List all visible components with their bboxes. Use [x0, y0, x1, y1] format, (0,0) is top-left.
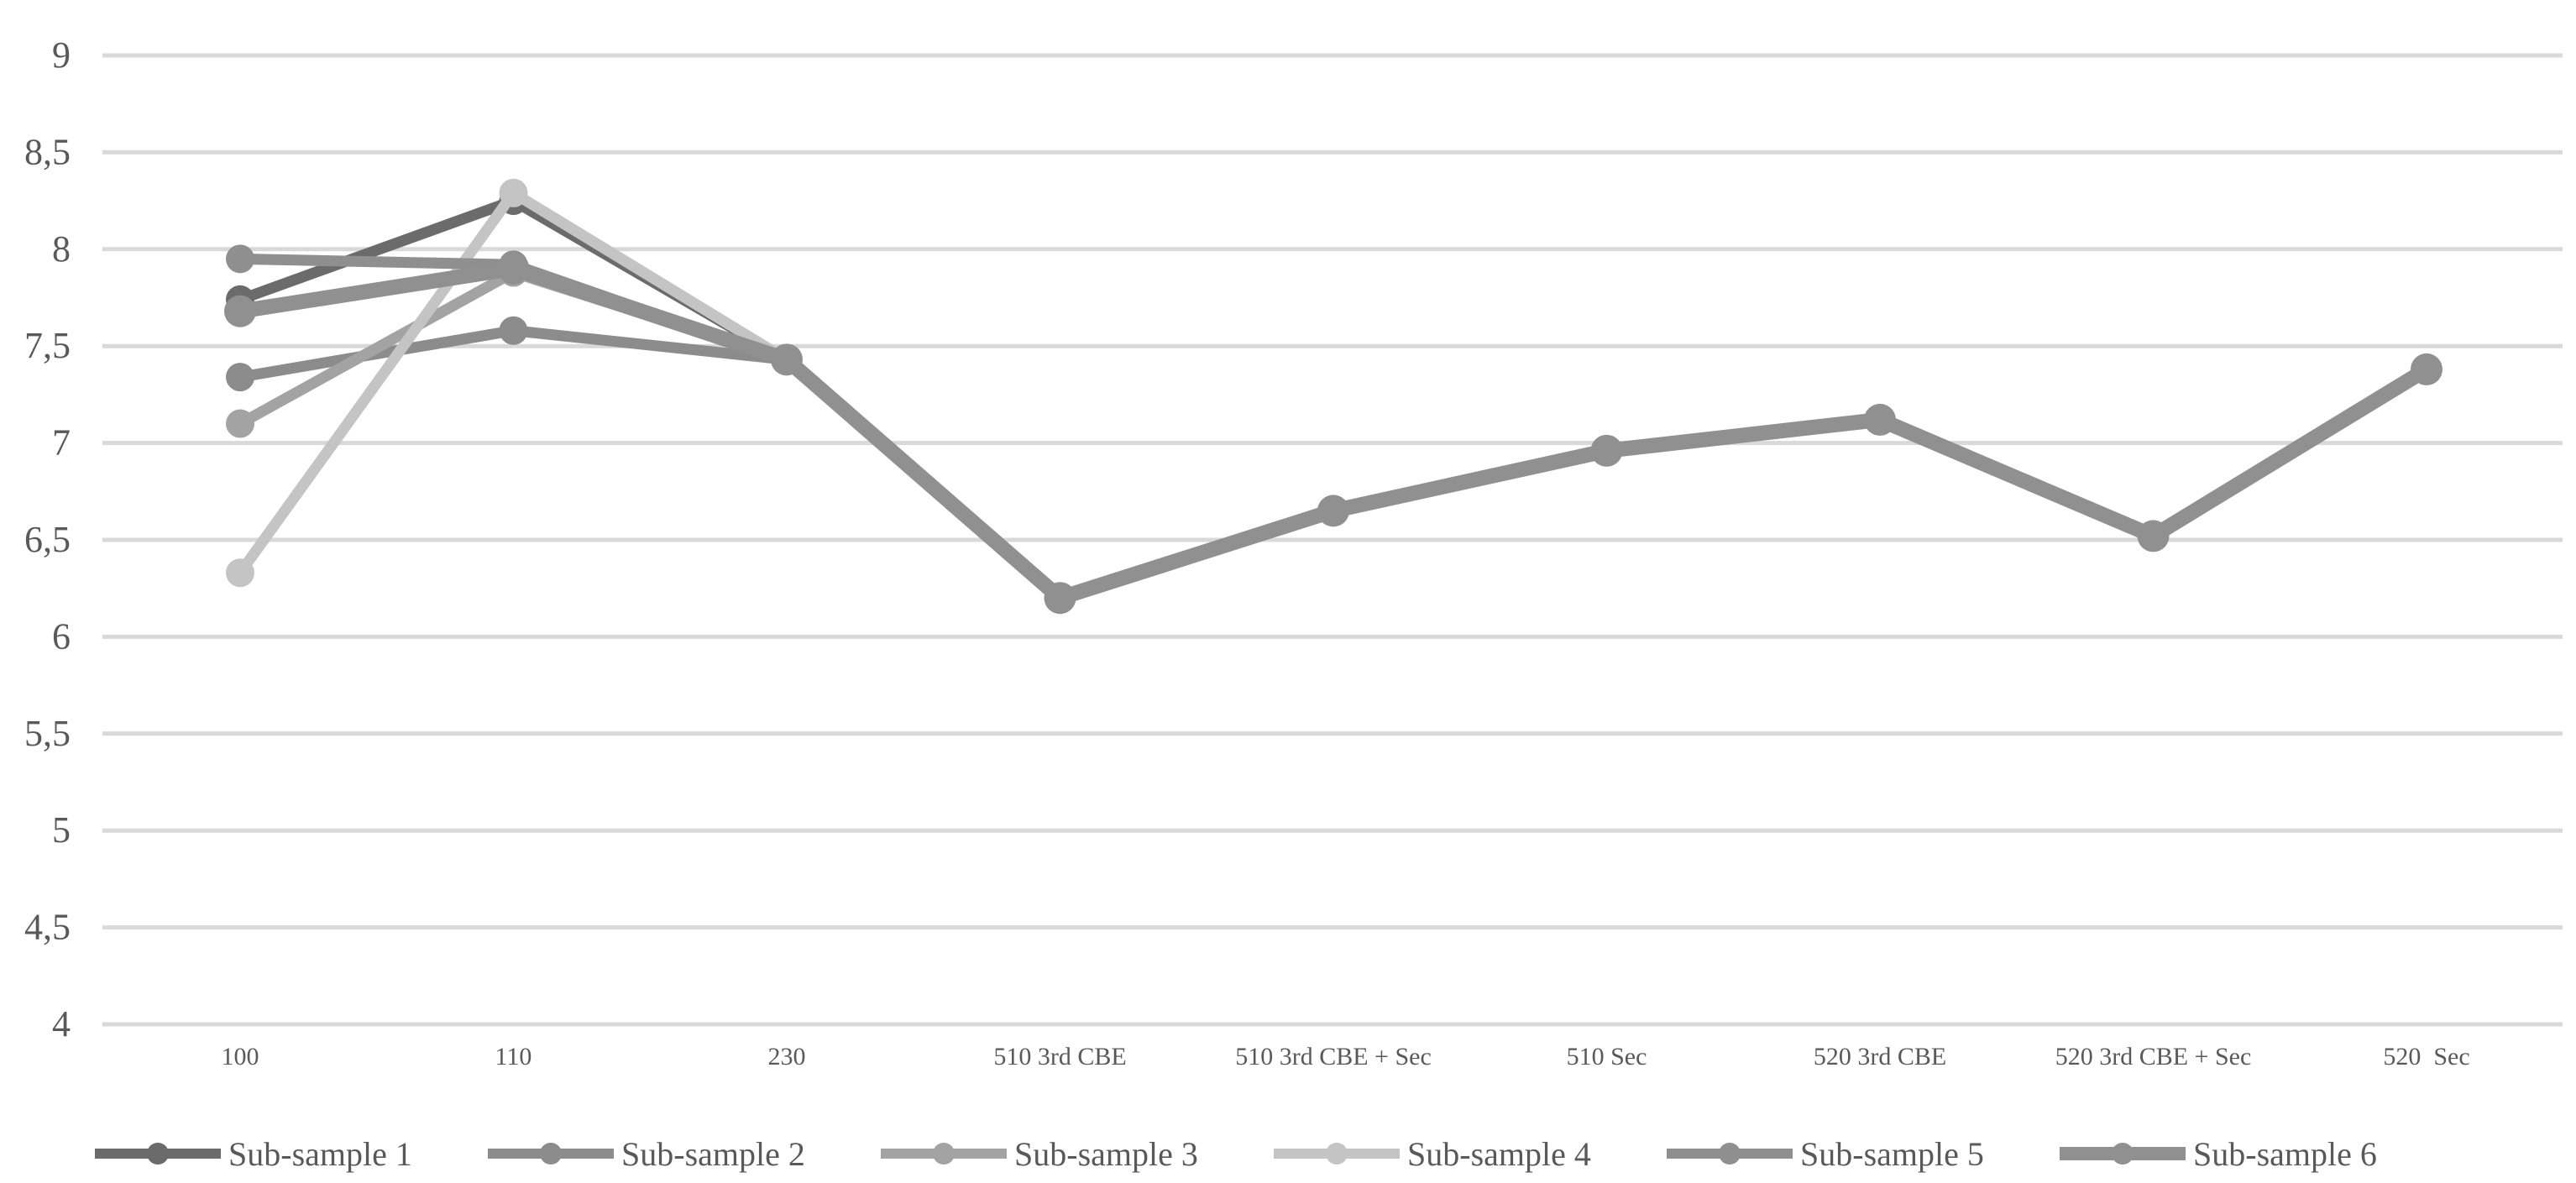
y-tick-label: 7	[52, 422, 71, 463]
data-point	[499, 178, 528, 207]
legend-item: Sub-sample 4	[1274, 1135, 1591, 1173]
data-point	[1317, 495, 1349, 527]
y-tick-label: 5,5	[24, 713, 71, 754]
y-tick-label: 6,5	[24, 519, 71, 560]
data-point	[226, 363, 254, 392]
legend-label: Sub-sample 1	[228, 1135, 412, 1173]
legend-item: Sub-sample 1	[95, 1135, 412, 1173]
legend-item: Sub-sample 3	[881, 1135, 1198, 1173]
legend-swatch-marker	[540, 1143, 562, 1165]
data-point	[2137, 520, 2170, 552]
legend-swatch-marker	[147, 1143, 169, 1165]
data-point	[1044, 582, 1076, 615]
y-tick-label: 7,5	[24, 325, 71, 366]
data-point	[226, 409, 254, 438]
legend-label: Sub-sample 3	[1014, 1135, 1198, 1173]
x-tick-label: 100	[222, 1043, 259, 1070]
legend-label: Sub-sample 4	[1407, 1135, 1591, 1173]
x-tick-label: 520 Sec	[2383, 1043, 2469, 1070]
legend-item: Sub-sample 6	[2060, 1135, 2377, 1173]
legend-label: Sub-sample 2	[621, 1135, 805, 1173]
y-axis-tick-labels: 9 8,5 8 7,5 7 6,5 6 5,5 5 4,5 4	[24, 34, 71, 1044]
x-axis-tick-labels: 100 110 230 510 3rd CBE 510 3rd CBE + Sec 510…	[222, 1043, 2470, 1070]
legend-item: Sub-sample 5	[1667, 1135, 1984, 1173]
data-point	[1864, 403, 1896, 436]
data-point	[771, 343, 803, 376]
data-point	[224, 295, 256, 327]
y-tick-label: 8,5	[24, 131, 71, 172]
x-tick-label: 520 3rd CBE + Sec	[2055, 1043, 2252, 1070]
y-tick-label: 4	[52, 1003, 71, 1044]
grid-lines	[102, 53, 2563, 1027]
series-lines	[224, 178, 2442, 615]
legend-swatch-marker	[933, 1143, 955, 1165]
legend-label: Sub-sample 6	[2193, 1135, 2377, 1173]
data-point	[497, 252, 530, 285]
data-point	[226, 558, 254, 588]
series-line	[233, 260, 2434, 606]
legend-item: Sub-sample 2	[488, 1135, 805, 1173]
y-tick-label: 9	[52, 34, 71, 76]
x-tick-label: 520 3rd CBE	[1814, 1043, 1946, 1070]
x-tick-label: 110	[495, 1043, 532, 1070]
data-point	[1590, 434, 1623, 467]
data-point	[226, 244, 254, 274]
y-tick-label: 4,5	[24, 907, 71, 948]
x-tick-label: 510 Sec	[1567, 1043, 1647, 1070]
legend-swatch-marker	[1719, 1143, 1741, 1165]
legend-swatch-marker	[1326, 1143, 1348, 1165]
y-tick-label: 5	[52, 809, 71, 851]
data-point	[2411, 353, 2442, 385]
y-tick-label: 8	[52, 228, 71, 270]
x-tick-label: 510 3rd CBE	[993, 1043, 1126, 1070]
series-6	[224, 252, 2442, 615]
legend-swatch-marker	[2112, 1143, 2134, 1165]
data-point	[499, 316, 528, 345]
x-tick-label: 510 3rd CBE + Sec	[1235, 1043, 1432, 1070]
x-tick-label: 230	[768, 1043, 806, 1070]
y-tick-label: 6	[52, 615, 71, 657]
legend-label: Sub-sample 5	[1800, 1135, 1984, 1173]
legend: Sub-sample 1 Sub-sample 2 Sub-sample 3 Sub-…	[95, 1135, 2377, 1173]
